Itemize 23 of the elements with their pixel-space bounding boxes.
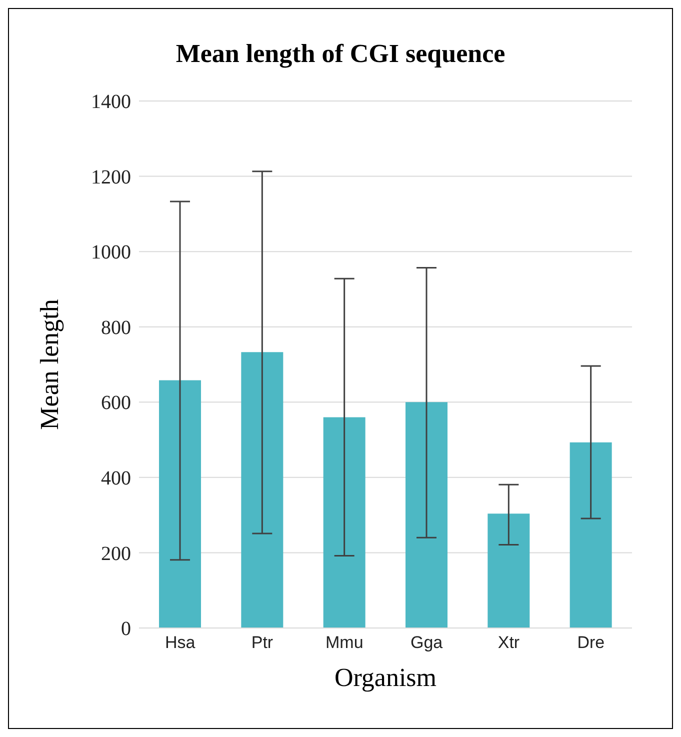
y-tick-label: 400 (101, 468, 131, 490)
x-tick-label: Xtr (498, 633, 520, 652)
x-tick-label: Dre (577, 633, 605, 652)
x-tick-label: Mmu (326, 633, 364, 652)
x-axis-title: Organism (334, 663, 437, 692)
bar (159, 380, 201, 628)
x-tick-label: Gga (410, 633, 444, 652)
bar (406, 402, 448, 628)
bar (323, 417, 366, 628)
y-tick-label: 1200 (91, 166, 131, 188)
bar (488, 514, 530, 628)
y-tick-label: 1000 (91, 242, 131, 264)
y-axis-title: Mean length (35, 299, 64, 430)
bar (570, 442, 612, 628)
y-tick-label: 600 (101, 392, 131, 414)
y-tick-label: 800 (101, 316, 131, 339)
bar (241, 352, 284, 628)
y-tick-label: 1400 (91, 91, 131, 114)
x-tick-label: Hsa (164, 633, 196, 652)
y-tick-label: 200 (101, 542, 131, 565)
x-tick-label: Ptr (251, 633, 274, 652)
y-tick-label: 0 (121, 618, 131, 640)
chart-title: Mean length of CGI sequence (174, 39, 506, 69)
